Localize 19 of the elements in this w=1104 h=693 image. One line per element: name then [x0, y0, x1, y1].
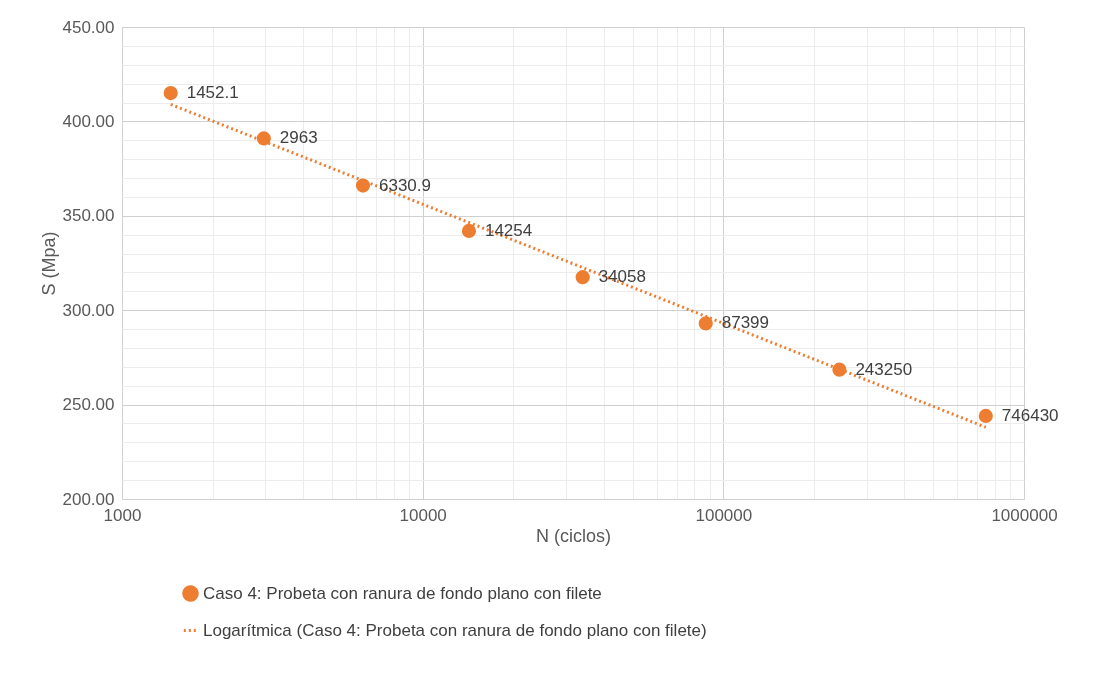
- annotation: 6330.9: [378, 175, 431, 195]
- legend-label: Caso 4: Probeta con ranura de fondo plano con filete: [203, 583, 602, 603]
- y-tick-label: 300.00: [62, 300, 115, 320]
- annotation: 746430: [1001, 405, 1059, 425]
- x-axis-title: N (ciclos): [536, 525, 611, 546]
- y-axis-title: S (Mpa): [38, 231, 59, 296]
- annotation: 2963: [279, 128, 318, 148]
- annotation: 1452.1: [186, 83, 239, 103]
- y-tick-label: 450.00: [62, 17, 115, 37]
- annotation: 243250: [855, 359, 913, 379]
- annotation: 14254: [484, 220, 533, 240]
- x-tick-label: 100000: [695, 505, 753, 525]
- annotation: 87399: [721, 313, 770, 333]
- x-tick-label: 10000: [399, 505, 447, 525]
- y-tick-label: 250.00: [62, 395, 115, 415]
- x-tick-label: 1000000: [991, 505, 1058, 525]
- y-tick-label: 400.00: [62, 111, 115, 131]
- y-tick-label: 350.00: [62, 206, 115, 226]
- legend-label: Logarítmica (Caso 4: Probeta con ranura de fondo plano con filete): [203, 620, 707, 640]
